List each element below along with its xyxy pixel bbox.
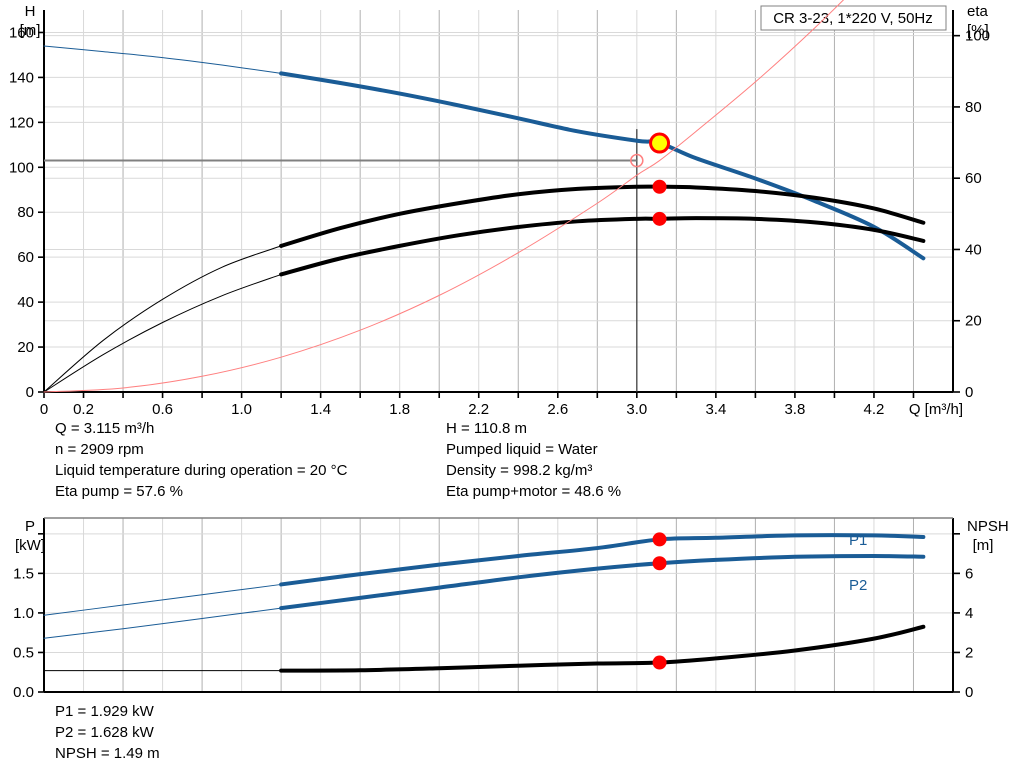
top-y-tick-label: 60 <box>17 249 34 266</box>
top-y-tick-label: 40 <box>17 294 34 311</box>
chart-title-frame <box>760 5 947 31</box>
bottom-y-right-tick-label: 6 <box>965 565 973 582</box>
marker-system-curve-point[interactable] <box>630 153 644 168</box>
bottom-y-tick-label: 1.5 <box>13 565 34 582</box>
info-bottom-line: P2 = 1.628 kW <box>55 724 155 741</box>
top-x-tick-label: 1.4 <box>310 401 331 418</box>
info-left-line: Eta pump = 57.6 % <box>55 483 183 500</box>
chart-title-box: CR 3-23, 1*220 V, 50Hz <box>760 5 947 31</box>
marker-p2-point[interactable] <box>652 556 667 571</box>
bottom-left-axis-title: P <box>25 518 35 535</box>
top-x-tick-label: 1.0 <box>231 401 252 418</box>
top-y-tick-label: 100 <box>9 159 34 176</box>
bottom-right-axis-title: NPSH <box>967 518 1009 535</box>
top-y-right-tick-label: 20 <box>965 313 982 330</box>
info-right-line: Eta pump+motor = 48.6 % <box>446 483 621 500</box>
top-x-tick-label: 2.6 <box>547 401 568 418</box>
top-x-tick-label: 3.8 <box>784 401 805 418</box>
marker-eta-pump-point[interactable] <box>652 179 667 194</box>
top-y-right-tick-label: 40 <box>965 241 982 258</box>
top-y-tick-label: 20 <box>17 339 34 356</box>
curve-eta-pump-thin <box>43 245 282 393</box>
bottom-y-tick-label: 0.0 <box>13 684 34 701</box>
info-left-line: Q = 3.115 m³/h <box>55 420 154 437</box>
top-right-axis-unit: [%] <box>967 22 989 39</box>
top-y-right-tick-label: 0 <box>965 384 973 401</box>
top-y-tick-label: 80 <box>17 204 34 221</box>
top-y-tick-label: 120 <box>9 114 34 131</box>
bottom-right-axis-unit: [m] <box>973 537 994 554</box>
info-block: Q = 3.115 m³/h n = 2909 rpm Liquid tempera… <box>55 420 621 500</box>
info-left-line: n = 2909 rpm <box>55 441 144 458</box>
marker-p1-point[interactable] <box>652 532 667 547</box>
info-bottom-line: NPSH = 1.49 m <box>55 745 160 762</box>
top-x-tick-label: 2.2 <box>468 401 489 418</box>
curve-h-head-curve--thin <box>43 45 282 74</box>
bottom-y-right-tick-label: 2 <box>965 644 973 661</box>
top-y-tick-label: 160 <box>9 24 34 41</box>
top-x-tick-label: 4.2 <box>864 401 885 418</box>
bottom-y-tick-label: 1.0 <box>13 605 34 622</box>
top-y-tick-label: 0 <box>26 384 34 401</box>
top-y-right-tick-label: 60 <box>965 170 982 187</box>
info-bottom-line: P1 = 1.929 kW <box>55 703 155 720</box>
curve-h-head-curve--thick <box>279 71 926 261</box>
bottom-y-right-tick-label: 4 <box>965 605 973 622</box>
marker-npsh-point[interactable] <box>652 655 667 670</box>
curve-p1-thin <box>43 583 282 616</box>
top-y-right-tick-label: 80 <box>965 99 982 116</box>
curve-npsh-thick <box>279 624 926 673</box>
curve-eta-pump-thick <box>279 184 926 248</box>
marker-duty-point[interactable] <box>649 132 671 154</box>
info-right-line: Pumped liquid = Water <box>446 441 598 458</box>
bottom-y-right-tick-label: 0 <box>965 684 973 701</box>
top-left-axis-unit: [m] <box>20 22 41 39</box>
top-x-tick-label: 0.6 <box>152 401 173 418</box>
bottom-chart: 0.0 0.5 1.0 1.5 0 2 4 6 P [kW] NPSH [m] P1 P2 <box>13 517 1009 701</box>
top-left-axis-title: H <box>25 3 36 20</box>
bottom-y-tick-label: 0.5 <box>13 644 34 661</box>
marker-eta-pump-motor-point[interactable] <box>652 211 667 226</box>
top-y-tick-label: 140 <box>9 69 34 86</box>
top-x-axis-title: Q [m³/h] <box>909 401 963 418</box>
curve-p2-thin <box>43 607 282 639</box>
p2-curve-label: P2 <box>849 577 867 594</box>
curve-p1-thick <box>279 533 926 587</box>
top-x-tick-label: 0.2 <box>73 401 94 418</box>
info-right-line: H = 110.8 m <box>446 420 527 437</box>
chart-title-text: CR 3-23, 1*220 V, 50Hz <box>773 10 933 27</box>
top-x-tick-label: 0 <box>40 401 48 418</box>
top-y-right-tick-label: 100 <box>965 28 990 45</box>
info-left-line: Liquid temperature during operation = 20… <box>55 462 348 479</box>
bottom-left-axis-unit: [kW] <box>15 537 45 554</box>
p1-curve-label: P1 <box>849 532 867 549</box>
curve-eta-pump-motor-thick <box>279 216 926 277</box>
info-right-line: Density = 998.2 kg/m³ <box>446 462 592 479</box>
top-x-tick-label: 1.8 <box>389 401 410 418</box>
top-right-axis-title: eta <box>967 3 989 20</box>
curve-p2-thick <box>279 553 926 611</box>
top-x-tick-label: 3.0 <box>626 401 647 418</box>
curve-eta-pump-motor-thin <box>43 273 282 393</box>
top-x-tick-label: 3.4 <box>705 401 726 418</box>
curve-system-curve <box>43 0 845 393</box>
top-chart: 0 20 40 60 80 100 120 140 160 0 20 40 60 80 100 0 0.2 0.6… <box>9 0 990 418</box>
bottom-info-block: P1 = 1.929 kW P2 = 1.628 kW NPSH = 1.49 m <box>55 703 160 762</box>
